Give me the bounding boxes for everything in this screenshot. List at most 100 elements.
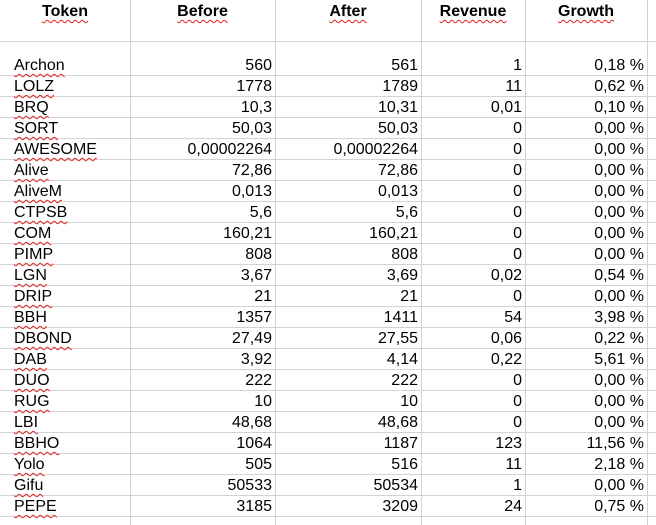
cell-growth[interactable]: 0,00 % (594, 141, 644, 158)
cell-growth[interactable]: 2,18 % (594, 456, 644, 473)
cell-growth[interactable]: 0,00 % (594, 372, 644, 389)
cell-revenue[interactable]: 0 (513, 162, 522, 179)
cell-token[interactable]: DBOND (14, 330, 72, 347)
cell-token[interactable]: Yolo (14, 456, 45, 473)
cell-revenue[interactable]: 1 (513, 477, 522, 494)
cell-after[interactable]: 50,03 (377, 120, 418, 137)
cell-revenue[interactable]: 0,02 (490, 267, 522, 284)
cell-before[interactable]: 505 (245, 456, 272, 473)
cell-after[interactable]: 160,21 (369, 225, 418, 242)
cell-token[interactable]: LOLZ (14, 78, 55, 95)
cell-revenue[interactable]: 0 (513, 372, 522, 389)
cell-before[interactable]: 808 (245, 246, 272, 263)
cell-revenue[interactable]: 0 (513, 288, 522, 305)
cell-token[interactable]: AliveM (14, 183, 63, 200)
cell-revenue[interactable]: 0 (513, 393, 522, 410)
cell-growth[interactable]: 11,56 % (586, 435, 644, 452)
cell-after[interactable]: 10 (400, 393, 418, 410)
cell-after[interactable]: 21 (400, 288, 418, 305)
cell-revenue[interactable]: 0 (513, 204, 522, 221)
cell-after[interactable]: 10,31 (377, 99, 418, 116)
cell-token[interactable]: DAB (14, 351, 47, 368)
cell-after[interactable]: 0,013 (377, 183, 418, 200)
cell-revenue[interactable]: 11 (505, 456, 522, 473)
cell-growth[interactable]: 0,10 % (594, 99, 644, 116)
cell-growth[interactable]: 0,18 % (594, 57, 644, 74)
cell-before[interactable]: 0,013 (231, 183, 272, 200)
cell-revenue[interactable]: 123 (495, 435, 522, 452)
cell-before[interactable]: 3,67 (240, 267, 272, 284)
cell-token[interactable]: BBH (14, 309, 47, 326)
cell-revenue[interactable]: 54 (504, 309, 522, 326)
cell-growth[interactable]: 0,00 % (594, 393, 644, 410)
cell-growth[interactable]: 0,00 % (594, 162, 644, 179)
cell-token[interactable]: SORT (14, 120, 59, 137)
cell-token[interactable]: PIMP (14, 246, 54, 263)
cell-before[interactable]: 10,3 (240, 99, 272, 116)
cell-growth[interactable]: 0,00 % (594, 120, 644, 137)
cell-before[interactable]: 3185 (236, 498, 272, 515)
cell-token[interactable]: BRQ (14, 99, 49, 116)
cell-growth[interactable]: 0,00 % (594, 225, 644, 242)
cell-after[interactable]: 561 (391, 57, 418, 74)
cell-revenue[interactable]: 0 (513, 225, 522, 242)
cell-token[interactable]: COM (14, 225, 52, 242)
cell-before[interactable]: 50,03 (231, 120, 272, 137)
cell-before[interactable]: 48,68 (231, 414, 272, 431)
cell-before[interactable]: 160,21 (223, 225, 272, 242)
cell-token[interactable]: RUG (14, 393, 50, 410)
cell-after[interactable]: 1789 (382, 78, 418, 95)
cell-growth[interactable]: 0,22 % (594, 330, 644, 347)
cell-growth[interactable]: 0,00 % (594, 246, 644, 263)
cell-before[interactable]: 3,92 (240, 351, 272, 368)
cell-revenue[interactable]: 1 (513, 57, 522, 74)
cell-token[interactable]: Gifu (14, 477, 44, 494)
cell-revenue[interactable]: 11 (505, 78, 522, 95)
cell-before[interactable]: 21 (254, 288, 272, 305)
cell-after[interactable]: 4,14 (386, 351, 418, 368)
cell-before[interactable]: 72,86 (231, 162, 272, 179)
cell-after[interactable]: 3,69 (386, 267, 418, 284)
cell-before[interactable]: 560 (245, 57, 272, 74)
cell-token[interactable]: Alive (14, 162, 49, 179)
cell-revenue[interactable]: 24 (504, 498, 522, 515)
header-cell-after[interactable]: After (329, 3, 367, 20)
cell-before[interactable]: 1357 (236, 309, 272, 326)
cell-after[interactable]: 222 (391, 372, 418, 389)
cell-revenue[interactable]: 0 (513, 246, 522, 263)
cell-growth[interactable]: 0,62 % (594, 78, 644, 95)
cell-after[interactable]: 27,55 (377, 330, 418, 347)
cell-before[interactable]: 50533 (227, 477, 273, 494)
cell-after[interactable]: 0,00002264 (333, 141, 418, 158)
cell-growth[interactable]: 0,00 % (594, 204, 644, 221)
cell-revenue[interactable]: 0 (513, 183, 522, 200)
header-cell-token[interactable]: Token (42, 3, 88, 20)
cell-before[interactable]: 0,00002264 (187, 141, 272, 158)
cell-after[interactable]: 1411 (383, 309, 418, 326)
cell-token[interactable]: LGN (14, 267, 47, 284)
cell-after[interactable]: 48,68 (377, 414, 418, 431)
cell-token[interactable]: CTPSB (14, 204, 68, 221)
cell-before[interactable]: 27,49 (231, 330, 272, 347)
cell-before[interactable]: 222 (245, 372, 272, 389)
cell-revenue[interactable]: 0,22 (490, 351, 522, 368)
cell-growth[interactable]: 3,98 % (594, 309, 644, 326)
cell-growth[interactable]: 0,00 % (594, 288, 644, 305)
cell-after[interactable]: 50534 (373, 477, 419, 494)
cell-after[interactable]: 808 (391, 246, 418, 263)
cell-token[interactable]: BBHO (14, 435, 60, 452)
cell-growth[interactable]: 0,00 % (594, 183, 644, 200)
cell-token[interactable]: LBI (14, 414, 39, 431)
cell-revenue[interactable]: 0 (513, 414, 522, 431)
cell-before[interactable]: 10 (254, 393, 272, 410)
cell-token[interactable]: Archon (14, 57, 65, 74)
cell-before[interactable]: 1778 (236, 78, 272, 95)
cell-after[interactable]: 5,6 (395, 204, 418, 221)
cell-after[interactable]: 516 (391, 456, 418, 473)
cell-growth[interactable]: 0,00 % (594, 414, 644, 431)
header-cell-before[interactable]: Before (177, 3, 228, 20)
cell-growth[interactable]: 0,75 % (594, 498, 644, 515)
cell-token[interactable]: DRIP (14, 288, 53, 305)
header-cell-revenue[interactable]: Revenue (439, 3, 507, 20)
cell-token[interactable]: PEPE (14, 498, 57, 515)
